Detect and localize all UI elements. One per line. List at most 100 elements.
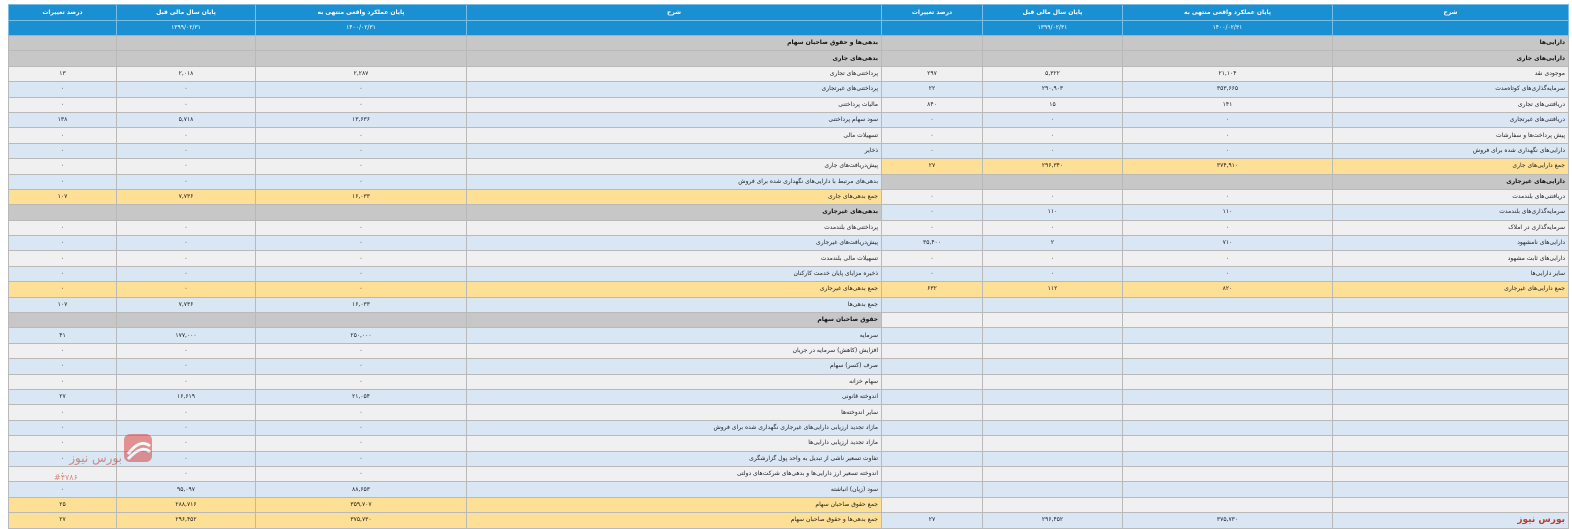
asset-v1-cell: ۲۱,۱۰۴ xyxy=(1122,65,1333,83)
assets-header-prev: پایان سال مالی قبل xyxy=(982,4,1123,21)
asset-v1-cell xyxy=(1122,50,1333,67)
table-row: پیش پرداخت‌ها و سفارشات ۰ ۰ ۰ تسهیلات مالی ۰ ۰… xyxy=(8,127,1569,144)
liability-label-cell: سایر اندوخته‌ها xyxy=(466,404,882,421)
liability-v1-cell: ۲۵۰,۰۰۰ xyxy=(255,327,467,344)
asset-v2-cell xyxy=(982,358,1123,375)
asset-v2-cell: ۰ xyxy=(982,111,1123,129)
asset-v2-cell xyxy=(982,419,1123,437)
liability-label-cell: بدهی‌های غیرجاری xyxy=(466,204,882,221)
asset-label-cell xyxy=(1332,373,1569,390)
asset-v1-cell xyxy=(1122,496,1333,514)
liability-v1-cell: ۰ xyxy=(255,158,467,175)
liability-v1-cell xyxy=(255,50,467,67)
asset-label-cell: دریافتنی‌های تجاری xyxy=(1332,96,1569,113)
liability-label-cell: تفاوت تسعیر ناشی از تبدیل به واحد پول گز… xyxy=(466,450,882,467)
liability-v2-cell: ۰ xyxy=(116,127,256,144)
asset-v2-cell xyxy=(982,435,1123,452)
asset-label-cell: دارایی‌های جاری xyxy=(1332,50,1569,67)
asset-v3-cell xyxy=(881,419,983,437)
asset-v1-cell: ۰ xyxy=(1122,142,1333,160)
asset-v1-cell: ۰ xyxy=(1122,265,1333,283)
liability-label-cell: پرداختنی‌های تجاری xyxy=(466,65,882,83)
table-row: دارایی‌های ثابت مشهود ۰ ۰ ۰ تسهیلات مالی بلن… xyxy=(8,250,1569,267)
asset-v2-cell xyxy=(982,404,1123,421)
table-row: سایر اندوخته‌ها ۰ ۰ ۰ xyxy=(8,404,1569,421)
liability-v3-cell xyxy=(8,204,117,221)
liability-label-cell: جمع بدهی‌های جاری xyxy=(466,188,882,206)
table-row: سرمایه ۲۵۰,۰۰۰ ۱۷۷,۰۰۰ ۴۱ xyxy=(8,327,1569,344)
liability-v1-cell: ۰ xyxy=(255,281,467,298)
asset-v3-cell: ۳۵,۴۰۰ xyxy=(881,235,983,252)
liability-v3-cell: ۰ xyxy=(8,127,117,144)
liability-v2-cell: ۰ xyxy=(116,265,256,283)
asset-label-cell xyxy=(1332,435,1569,452)
asset-v3-cell xyxy=(881,327,983,344)
asset-v3-cell xyxy=(881,404,983,421)
asset-v1-cell: ۱۱۰ xyxy=(1122,204,1333,221)
liability-v2-cell: ۹۵,۰۹۷ xyxy=(116,481,256,498)
assets-header-sharh: شرح xyxy=(1332,4,1569,21)
liability-label-cell: پیش‌دریافت‌های جاری xyxy=(466,158,882,175)
liability-v1-cell: ۰ xyxy=(255,127,467,144)
liability-v2-cell: ۰ xyxy=(116,173,256,190)
liability-v2-cell: ۰ xyxy=(116,373,256,390)
table-row: بورس نیوز ۳۷۵,۷۳۰ ۲۹۶,۴۵۲ ۲۷ جمع بدهی‌ها و ح… xyxy=(8,512,1569,529)
asset-v1-cell xyxy=(1122,465,1333,483)
liability-v2-cell: ۷,۷۳۶ xyxy=(116,296,256,314)
asset-v3-cell: ۲۲ xyxy=(881,81,983,98)
asset-v3-cell: ۰ xyxy=(881,250,983,267)
balance-sheet-panel: شرح پایان عملکرد واقعی منتهی به پایان سا… xyxy=(8,4,1569,529)
table-row: موجودی نقد ۲۱,۱۰۴ ۵,۳۲۲ ۲۹۷ پرداختنی‌های تجا… xyxy=(8,65,1569,83)
asset-v1-cell xyxy=(1122,435,1333,452)
liability-v2-cell xyxy=(116,50,256,67)
asset-v3-cell xyxy=(881,481,983,498)
asset-v1-cell: ۰ xyxy=(1122,127,1333,144)
asset-label-cell: دارایی‌ها xyxy=(1332,34,1569,52)
liability-v1-cell: ۰ xyxy=(255,265,467,283)
assets-date-prev: ۱۳۹۹/۰۲/۳۱ xyxy=(982,20,1123,36)
asset-label-cell: جمع دارایی‌های جاری xyxy=(1332,158,1569,175)
liability-v1-cell: ۲,۲۸۷ xyxy=(255,65,467,83)
liability-v3-cell: ۰ xyxy=(8,250,117,267)
liability-v2-cell: ۰ xyxy=(116,250,256,267)
liability-v1-cell: ۰ xyxy=(255,96,467,113)
liability-v1-cell: ۰ xyxy=(255,342,467,360)
assets-date-current: ۱۴۰۰/۰۲/۳۱ xyxy=(1122,20,1333,36)
asset-label-cell xyxy=(1332,312,1569,329)
liability-v1-cell: ۰ xyxy=(255,373,467,390)
asset-v1-cell: ۸۲۰ xyxy=(1122,281,1333,298)
asset-v2-cell: ۰ xyxy=(982,219,1123,237)
asset-v2-cell: ۱۵ xyxy=(982,96,1123,113)
liability-v2-cell xyxy=(116,34,256,52)
asset-v2-cell xyxy=(982,388,1123,406)
asset-label-cell: دریافتنی‌های غیرتجاری xyxy=(1332,111,1569,129)
asset-v3-cell xyxy=(881,435,983,452)
asset-v2-cell xyxy=(982,342,1123,360)
asset-v3-cell xyxy=(881,34,983,52)
table-row: سهام خزانه ۰ ۰ ۰ xyxy=(8,373,1569,390)
liability-label-cell: تسهیلات مالی xyxy=(466,127,882,144)
asset-v2-cell: ۱۱۲ xyxy=(982,281,1123,298)
asset-v1-cell xyxy=(1122,173,1333,190)
asset-label-cell xyxy=(1332,342,1569,360)
liability-v3-cell: ۰ xyxy=(8,281,117,298)
asset-label-cell xyxy=(1332,496,1569,514)
liability-label-cell: جمع بدهی‌ها و حقوق صاحبان سهام xyxy=(466,512,882,529)
liability-v2-cell: ۰ xyxy=(116,235,256,252)
asset-label-cell xyxy=(1332,388,1569,406)
liability-v2-cell: ۰ xyxy=(116,281,256,298)
table-row: دارایی‌های جاری بدهی‌های جاری xyxy=(8,50,1569,67)
asset-v2-cell xyxy=(982,50,1123,67)
table-row: مازاد تجدید ارزیابی دارایی‌ها ۰ ۰ ۰ xyxy=(8,435,1569,452)
asset-v3-cell xyxy=(881,358,983,375)
bourse-news-brand: بورس نیوز xyxy=(1332,512,1569,529)
asset-v3-cell xyxy=(881,496,983,514)
liability-label-cell: سود (زیان) انباشته xyxy=(466,481,882,498)
asset-v1-cell xyxy=(1122,312,1333,329)
assets-header-current: پایان عملکرد واقعی منتهی به xyxy=(1122,4,1333,21)
liability-label-cell: مالیات پرداختنی xyxy=(466,96,882,113)
asset-v1-cell: ۰ xyxy=(1122,188,1333,206)
liability-label-cell: اندوخته قانونی xyxy=(466,388,882,406)
table-row: سرمایه‌گذاری در املاک ۰ ۰ ۰ پرداختنی‌های بلن… xyxy=(8,219,1569,237)
asset-v1-cell xyxy=(1122,327,1333,344)
